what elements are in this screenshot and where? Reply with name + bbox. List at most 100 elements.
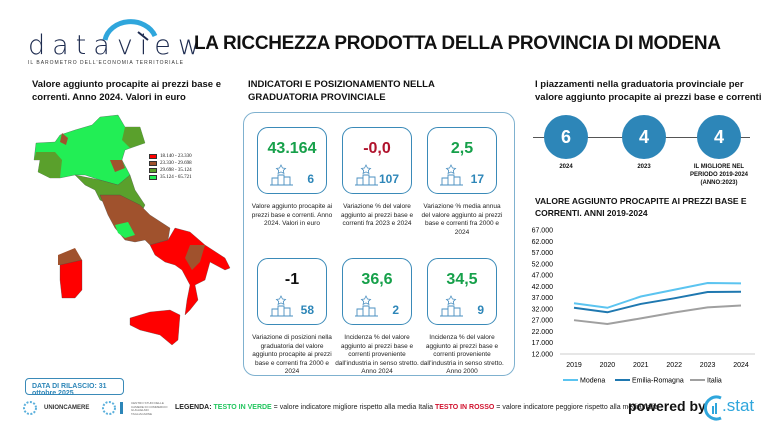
legend-label: 35.124 - 65.721 (160, 175, 192, 180)
indicator-value: 36,6 (361, 271, 393, 288)
y-tick-label: 67.000 (532, 228, 554, 235)
map-region-sardinia-south (59, 259, 83, 299)
indicator-card: 34,5 9 (427, 258, 497, 325)
indicator-card: 43.164 6 (257, 127, 327, 194)
podium-icon (353, 295, 379, 317)
chart-title: VALORE AGGIUNTO PROCAPITE AI PREZZI BASE… (535, 196, 747, 218)
placement-circle: 4 (697, 115, 741, 159)
indicator-rank: 17 (470, 172, 484, 186)
indicator-description: Variazione % del valore aggiunto ai prez… (340, 203, 414, 227)
unioncamere-label: UNIONCAMERE (44, 405, 90, 411)
x-tick-label: 2023 (700, 362, 716, 369)
color-legend: LEGENDA: TESTO IN VERDE = valore indicat… (175, 404, 658, 411)
map-legend-item: 35.124 - 65.721 (149, 174, 192, 181)
podium-icon (438, 295, 464, 317)
indicator-value: -0,0 (363, 140, 391, 157)
podium-icon (353, 164, 379, 186)
map-region-sardinia-north (58, 248, 82, 265)
map-legend-item: 23.330 - 29.698 (149, 160, 192, 167)
map-region-brown-emilia (110, 160, 125, 172)
map-legend-item: 29.698 - 35.124 (149, 167, 192, 174)
legend-red-desc: = valore indicatore peggiore rispetto al… (494, 404, 659, 411)
podium-icon (438, 164, 464, 186)
indicator-value: 43.164 (267, 140, 317, 157)
indicators-panel (243, 112, 515, 376)
line-chart: 12.000 17.000 22.000 27.000 32.000 37.000 42.0… (532, 228, 755, 385)
centro-studi-label: CENTRO STUDI DELLE CAMERE DI COMMERCIO G… (131, 401, 168, 416)
release-date: DATA DI RILASCIO: 31 ottobre 2025 (25, 378, 124, 397)
indicator-rank: 2 (392, 303, 399, 317)
legend-swatch (149, 168, 157, 173)
series-line-modena (573, 281, 742, 309)
logo: dataview (28, 30, 207, 61)
map-region-south (149, 227, 231, 316)
legend-label: 23.330 - 29.698 (160, 161, 192, 166)
y-tick-label: 47.000 (532, 273, 554, 280)
indicator-rank: 6 (307, 172, 314, 186)
italy-map (33, 114, 231, 346)
legend-swatch (149, 154, 157, 159)
indicator-value: 2,5 (450, 140, 474, 157)
logo-arc-icon (102, 19, 158, 41)
map-region-puglia-brown (185, 245, 205, 270)
placements-title: I piazzamenti nella graduatoria provinci… (535, 79, 762, 103)
map-legend-item: 18.140 - 23.330 (149, 153, 192, 160)
map-region-sicily (129, 309, 181, 346)
indicator-card: -0,0 107 (342, 127, 412, 194)
x-tick-label: 2020 (600, 362, 616, 369)
map-region-northeast (122, 127, 145, 148)
logo-tagline: IL BAROMETRO DELL'ECONOMIA TERRITORIALE (28, 60, 184, 66)
centro-studi-logo-icon (102, 401, 123, 415)
legend-swatch (149, 175, 157, 180)
page-title: LA RICCHEZZA PRODOTTA DELLA PROVINCIA DI… (194, 33, 721, 54)
indicator-rank: 58 (300, 303, 314, 317)
x-tick-label: 2024 (733, 362, 749, 369)
legend-swatch (149, 161, 157, 166)
placement-circle: 4 (622, 115, 666, 159)
x-tick-label: 2022 (666, 362, 682, 369)
placement-label: IL MIGLIORE NEL PERIODO 2019-2024 (ANNO:… (689, 164, 749, 186)
x-tick-label: 2021 (633, 362, 649, 369)
x-tick-label: 2019 (566, 362, 582, 369)
y-tick-label: 52.000 (532, 261, 554, 268)
legend-label: 18.140 - 23.330 (160, 154, 192, 159)
map-title: Valore aggiunto procapite ai prezzi base… (32, 79, 221, 103)
series-line-italia (573, 304, 742, 326)
unioncamere-logo-icon (23, 401, 37, 415)
y-tick-label: 12.000 (532, 352, 554, 359)
indicator-value: 34,5 (446, 271, 478, 288)
y-tick-label: 57.000 (532, 250, 554, 257)
indicator-description: Valore aggiunto procapite ai prezzi base… (251, 203, 333, 227)
indicator-card: -1 58 (257, 258, 327, 325)
placement-label: 2023 (637, 164, 651, 170)
legend-label: LEGENDA: (175, 404, 212, 411)
powered-by: powered by (628, 398, 706, 414)
stat-logo: .stat (722, 396, 755, 415)
y-tick-label: 42.000 (532, 284, 554, 291)
podium-icon (268, 295, 294, 317)
indicator-rank: 9 (477, 303, 484, 317)
map-region-northwest (34, 152, 62, 178)
podium-icon (268, 164, 294, 186)
y-tick-label: 62.000 (532, 239, 554, 246)
legend-green-desc: = valore indicatore migliore rispetto al… (271, 404, 435, 411)
y-tick-label: 17.000 (532, 340, 554, 347)
map-legend: 18.140 - 23.330 23.330 - 29.698 29.698 - 3… (149, 153, 192, 181)
legend-red: TESTO IN ROSSO (434, 404, 495, 411)
indicator-description: Variazione di posizioni nella graduatori… (252, 334, 332, 375)
indicator-value: -1 (284, 271, 300, 288)
legend-entry: Modena (580, 378, 605, 385)
map-region-center-brown (99, 194, 171, 246)
indicator-rank: 107 (378, 172, 399, 186)
indicator-description: Variazione % media annua del valore aggi… (421, 203, 503, 236)
indicators-title: INDICATORI E POSIZIONAMENTO NELLA GRADUA… (248, 79, 435, 103)
series-line-emilia-romagna (573, 290, 742, 314)
stat-logo-icon (703, 395, 722, 421)
map-region-lazio (115, 222, 135, 238)
y-tick-label: 22.000 (532, 329, 554, 336)
map-region-brown-north (60, 133, 68, 145)
legend-green: TESTO IN VERDE (213, 404, 272, 411)
indicator-card: 2,5 17 (427, 127, 497, 194)
y-tick-label: 32.000 (532, 306, 554, 313)
indicator-description: Incidenza % del valore aggiunto ai prezz… (335, 334, 419, 375)
